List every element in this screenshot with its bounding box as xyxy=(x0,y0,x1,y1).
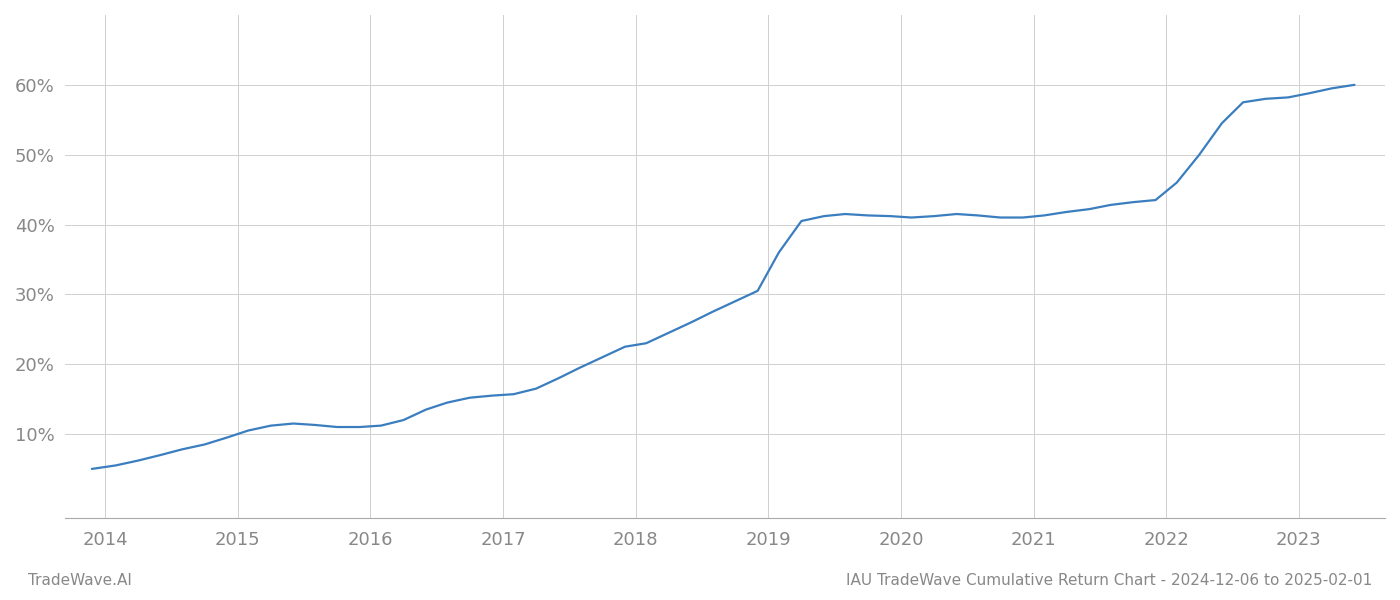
Text: TradeWave.AI: TradeWave.AI xyxy=(28,573,132,588)
Text: IAU TradeWave Cumulative Return Chart - 2024-12-06 to 2025-02-01: IAU TradeWave Cumulative Return Chart - … xyxy=(846,573,1372,588)
